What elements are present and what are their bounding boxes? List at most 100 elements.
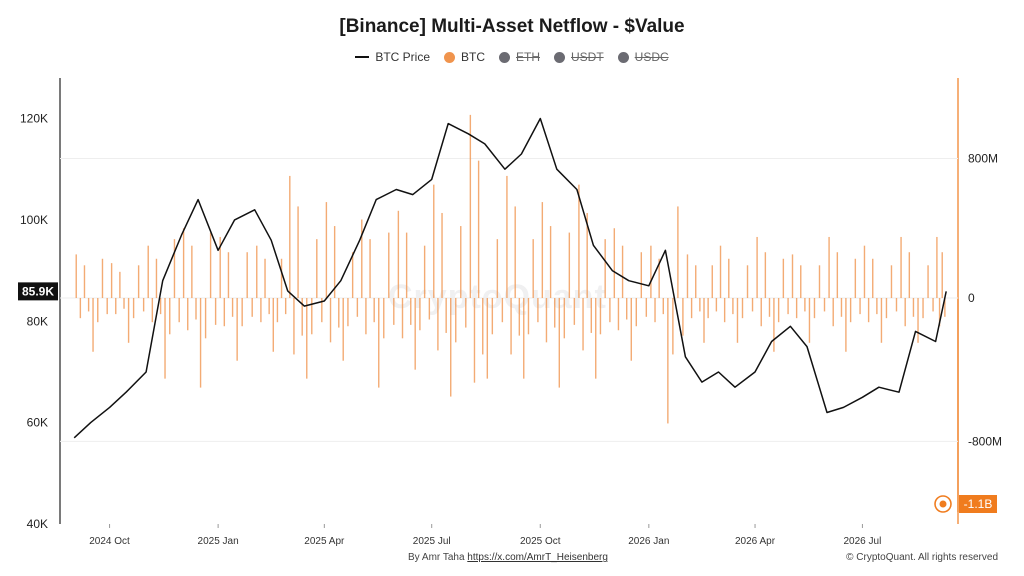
- netflow-bar: [419, 298, 421, 331]
- x-tick-label: 2025 Oct: [520, 536, 561, 547]
- legend-item-usdc[interactable]: USDC: [617, 50, 669, 64]
- netflow-bar: [401, 298, 404, 339]
- netflow-bar: [554, 298, 556, 328]
- netflow-bar: [204, 298, 207, 339]
- netflow-bar: [650, 245, 652, 298]
- netflow-bar: [477, 160, 480, 298]
- netflow-bar: [932, 298, 934, 312]
- netflow-bar: [630, 298, 632, 361]
- netflow-bar: [617, 298, 620, 331]
- circle-swatch-icon: [499, 51, 510, 63]
- netflow-bar: [115, 298, 117, 315]
- netflow-bar: [818, 265, 821, 298]
- netflow-bar: [690, 298, 693, 319]
- netflow-bar: [106, 298, 108, 315]
- netflow-bar: [510, 298, 512, 355]
- legend-item-eth[interactable]: ETH: [499, 50, 540, 64]
- circle-swatch-icon: [617, 51, 629, 63]
- y-right-tick-label: 0: [968, 291, 975, 305]
- netflow-bar: [199, 298, 202, 388]
- netflow-bar: [284, 298, 287, 315]
- netflow-bar: [532, 239, 534, 298]
- legend-label: BTC Price: [375, 50, 430, 64]
- netflow-bar: [393, 298, 395, 325]
- netflow-bar: [373, 298, 375, 323]
- netflow-bar: [787, 298, 789, 315]
- netflow-bar: [840, 298, 843, 317]
- current-price-badge: [18, 282, 58, 301]
- netflow-bar: [808, 298, 811, 343]
- legend-item-btc[interactable]: BTC: [444, 50, 485, 64]
- netflow-bar: [880, 298, 883, 343]
- netflow-bar: [119, 271, 121, 298]
- y-left-tick-label: 80K: [27, 314, 48, 328]
- netflow-bar: [191, 245, 193, 298]
- netflow-bar: [110, 263, 113, 298]
- netflow-bar: [768, 298, 771, 317]
- netflow-bar: [123, 298, 125, 309]
- netflow-bar: [711, 265, 713, 298]
- netflow-bar: [142, 298, 145, 312]
- netflow-bar: [658, 258, 660, 298]
- netflow-bar: [338, 298, 340, 328]
- netflow-bar: [885, 298, 888, 319]
- netflow-bar: [356, 298, 359, 317]
- netflow-bar: [719, 245, 722, 298]
- netflow-bar: [329, 298, 332, 343]
- y-left-tick-label: 100K: [20, 213, 48, 227]
- netflow-bar: [351, 252, 354, 298]
- copyright-notice: © CryptoQuant. All rights reserved: [846, 552, 998, 563]
- netflow-bar: [214, 298, 217, 325]
- netflow-bar: [450, 298, 452, 397]
- netflow-bar: [941, 252, 943, 298]
- netflow-bar: [626, 298, 628, 320]
- netflow-bar: [293, 298, 295, 355]
- netflow-bar: [654, 298, 656, 323]
- netflow-bar: [496, 239, 499, 298]
- netflow-bar: [241, 298, 243, 327]
- netflow-bar: [549, 226, 552, 298]
- netflow-bar: [423, 245, 426, 298]
- netflow-bar: [276, 298, 279, 323]
- legend-item-btc-price[interactable]: BTC Price: [355, 50, 430, 64]
- netflow-bar: [604, 239, 606, 298]
- netflow-bar: [527, 298, 530, 335]
- netflow-bar: [764, 252, 767, 298]
- netflow-bar: [397, 210, 400, 298]
- netflow-bar: [473, 298, 476, 383]
- netflow-bar: [132, 298, 135, 319]
- netflow-bar: [682, 298, 684, 336]
- netflow-bar: [414, 298, 416, 370]
- legend-label: BTC: [461, 50, 485, 64]
- netflow-bar: [756, 236, 758, 298]
- netflow-bar: [333, 226, 336, 298]
- netflow-bar: [872, 258, 874, 298]
- netflow-bar: [613, 228, 616, 298]
- netflow-bar: [465, 298, 467, 328]
- x-tick-label: 2025 Jul: [413, 536, 451, 547]
- line-swatch-icon: [355, 56, 370, 58]
- netflow-bar: [369, 239, 371, 298]
- netflow-bar: [433, 184, 435, 298]
- netflow-bar: [736, 298, 739, 343]
- netflow-bar: [155, 258, 158, 298]
- netflow-bar: [922, 298, 924, 319]
- netflow-bar: [151, 298, 154, 323]
- netflow-bar: [101, 258, 104, 298]
- current-netflow-dot-icon: [939, 500, 947, 508]
- netflow-bar: [609, 298, 611, 323]
- netflow-bar: [147, 245, 149, 298]
- netflow-bar: [159, 298, 162, 315]
- netflow-bar: [342, 298, 344, 361]
- author-link[interactable]: https://x.com/AmrT_Heisenberg: [467, 552, 608, 563]
- y-right-tick-label: -800M: [968, 434, 1002, 448]
- netflow-bar: [728, 258, 730, 298]
- legend-item-usdt[interactable]: USDT: [554, 50, 604, 64]
- netflow-bar: [83, 265, 86, 298]
- netflow-bar: [92, 298, 94, 352]
- netflow-bar: [828, 236, 830, 298]
- netflow-bar: [867, 298, 870, 323]
- netflow-bar: [437, 298, 439, 351]
- netflow-bar: [256, 245, 258, 298]
